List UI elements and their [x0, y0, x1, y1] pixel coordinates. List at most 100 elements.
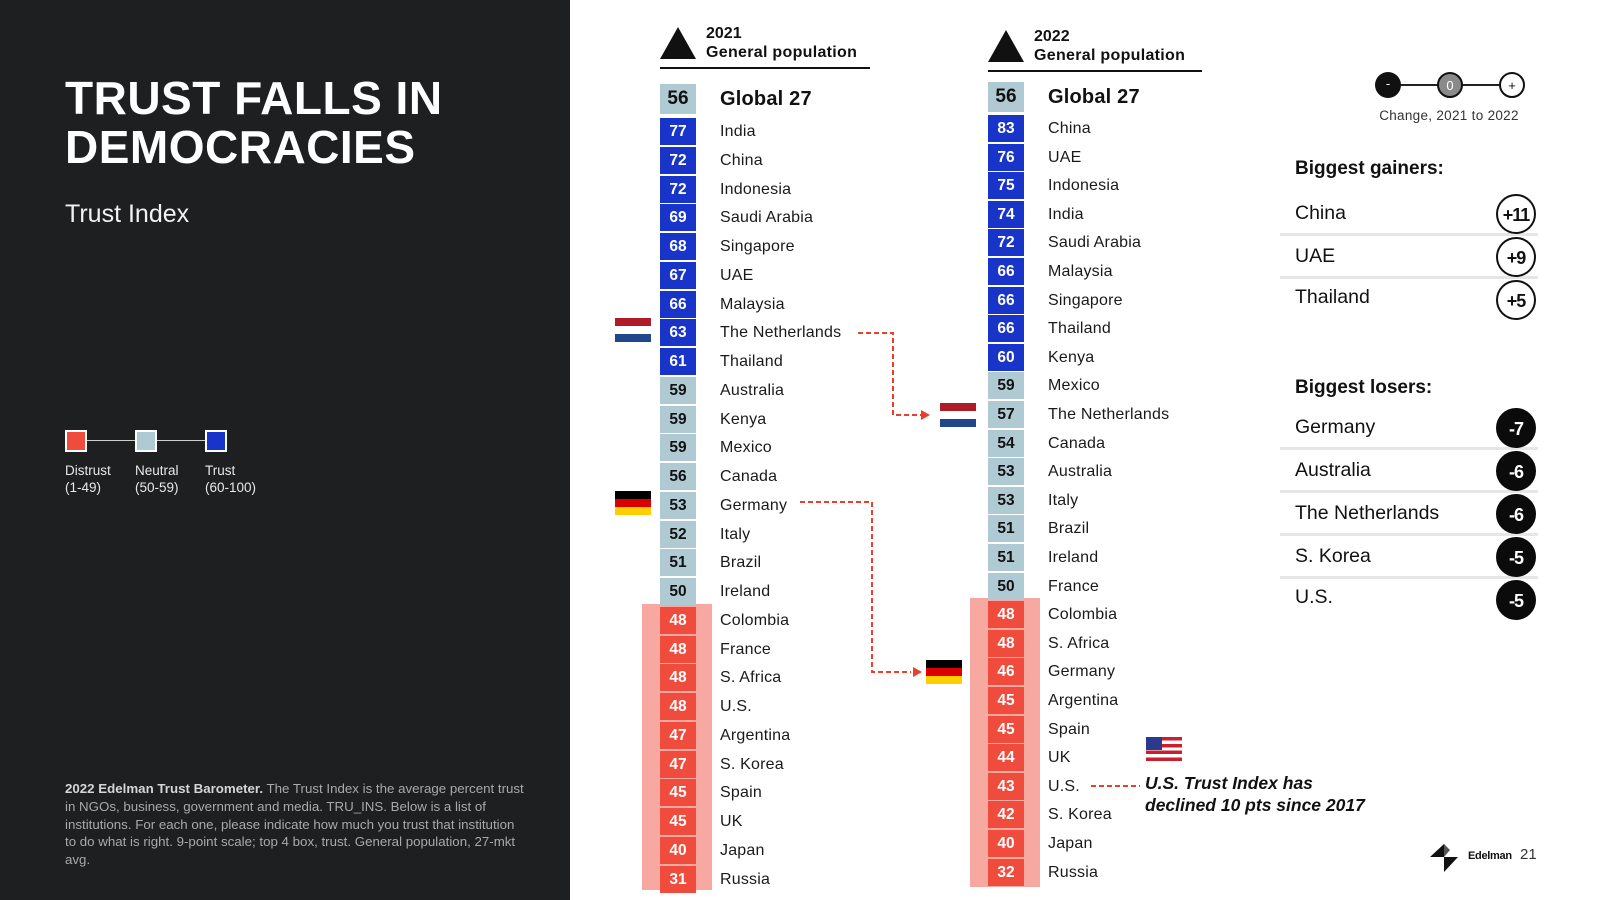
country-name: India [1048, 205, 1084, 223]
trust-value-bar: 43 [988, 772, 1024, 800]
trust-value-bar: 51 [988, 515, 1024, 543]
change-scale-label: Change, 2021 to 2022 [1379, 108, 1519, 123]
change-plus-dot: + [1499, 72, 1525, 98]
trust-value-bar: 48 [660, 606, 696, 634]
country-name: Japan [1048, 835, 1093, 852]
country-name: Canada [1048, 434, 1106, 452]
country-name: India [720, 123, 756, 140]
trust-value-bar: 75 [988, 172, 1024, 200]
trust-value-bar: 48 [660, 664, 696, 692]
left-panel: TRUST FALLS IN DEMOCRACIES Trust Index D… [0, 0, 570, 900]
trust-value-bar: 32 [988, 858, 1024, 886]
country-name: Thailand [1048, 320, 1111, 338]
country-name: Indonesia [720, 180, 792, 198]
trust-value-bar: 52 [660, 520, 696, 548]
trust-value-bar: 42 [988, 801, 1024, 829]
country-name: Indonesia [1048, 177, 1120, 195]
trust-value-bar: 51 [988, 544, 1024, 571]
country-name: Argentina [720, 726, 791, 744]
edelman-logo-icon [1430, 844, 1458, 872]
us-annotation: U.S. Trust Index has declined 10 pts sin… [1145, 772, 1365, 816]
gainer-name: Thailand [1295, 286, 1370, 308]
legend-label-trust: Trust (60-100) [205, 462, 256, 496]
country-name: U.S. [1048, 777, 1080, 795]
germany-arrowhead [913, 667, 922, 677]
legend-swatch-neutral [135, 430, 157, 452]
netherlands-arrowhead [921, 410, 930, 420]
column-rule-2022 [988, 70, 1202, 72]
loser-row: Australia -6 [1280, 451, 1538, 493]
change-scale: - 0 + Change, 2021 to 2022 [1375, 70, 1550, 130]
country-name: Singapore [1048, 291, 1123, 309]
us-annotation-line2: declined 10 pts since 2017 [1145, 795, 1365, 815]
country-name: Brazil [720, 554, 762, 572]
trust-value-bar: 61 [660, 348, 696, 375]
country-name: Mexico [720, 439, 772, 457]
trust-value-bar: 45 [988, 715, 1024, 743]
loser-row: Germany -7 [1280, 408, 1538, 450]
country-name: Germany [1048, 663, 1116, 681]
trust-value-bar: 53 [988, 458, 1024, 486]
country-name: The Netherlands [1048, 406, 1170, 423]
trust-value-bar: 50 [660, 578, 696, 605]
brand-name: Edelman [1468, 850, 1512, 862]
country-name: Colombia [1048, 606, 1118, 624]
loser-change-badge: -7 [1496, 408, 1536, 448]
legend-distrust-range: (1-49) [65, 480, 102, 495]
gainer-change-badge: +9 [1496, 237, 1536, 277]
loser-change-badge: -5 [1496, 537, 1536, 577]
trust-value-bar: 69 [660, 204, 696, 232]
pyramid-icon [660, 27, 696, 59]
country-name: The Netherlands [720, 324, 842, 342]
trust-value-bar: 53 [988, 486, 1024, 514]
country-name: France [1048, 577, 1099, 595]
gainer-row: China +11 [1280, 194, 1538, 236]
trust-value-bar: 59 [660, 405, 696, 433]
country-name: Kenya [1048, 348, 1095, 366]
trust-value-bar: 66 [660, 290, 696, 318]
trust-value-bar: 48 [660, 635, 696, 663]
trust-value-bar: 68 [660, 233, 696, 260]
trust-value-bar: 72 [660, 175, 696, 203]
gainer-name: China [1295, 202, 1346, 224]
gainer-row: UAE +9 [1280, 237, 1538, 279]
gainer-name: UAE [1295, 245, 1336, 267]
loser-row: U.S. -5 [1280, 580, 1538, 622]
trust-value-bar: 66 [988, 286, 1024, 314]
us-annotation-line1: U.S. Trust Index has [1145, 773, 1313, 793]
country-name: France [720, 640, 771, 658]
trust-value-bar: 48 [988, 601, 1024, 629]
loser-change-badge: -6 [1496, 451, 1536, 491]
germany-connector [800, 501, 911, 673]
trust-value-bar: 76 [988, 143, 1024, 171]
trust-value-bar: 66 [988, 315, 1024, 343]
loser-name: S. Korea [1295, 545, 1371, 567]
country-name: Thailand [720, 353, 783, 370]
loser-row: The Netherlands -6 [1280, 494, 1538, 536]
legend-trust-range: (60-100) [205, 480, 257, 495]
country-name: Italy [1048, 491, 1079, 509]
trust-value-bar: 31 [660, 865, 696, 893]
global-label: Global 27 [720, 88, 812, 110]
loser-change-badge: -5 [1496, 580, 1536, 620]
legend-swatch-trust [205, 430, 227, 452]
country-name: Japan [720, 841, 765, 859]
trust-value-bar: 40 [660, 836, 696, 864]
netherlands-flag-icon [615, 318, 651, 342]
trust-value-bar: 83 [988, 115, 1024, 142]
trust-value-bar: 54 [988, 429, 1024, 457]
column-label-2021: General population [706, 44, 858, 61]
global-value: 56 [660, 84, 696, 114]
footnote-source: 2022 Edelman Trust Barometer. [65, 781, 264, 796]
country-name: Ireland [1048, 549, 1099, 566]
global-value: 56 [988, 82, 1024, 112]
trust-value-bar: 45 [660, 808, 696, 835]
loser-change-badge: -6 [1496, 494, 1536, 534]
pyramid-icon [988, 30, 1024, 62]
country-name: U.S. [720, 698, 752, 715]
loser-name: Australia [1295, 459, 1371, 481]
netherlands-connector [858, 332, 925, 416]
country-name: UAE [1048, 148, 1082, 166]
trust-value-bar: 67 [660, 261, 696, 289]
trust-value-bar: 46 [988, 658, 1024, 686]
